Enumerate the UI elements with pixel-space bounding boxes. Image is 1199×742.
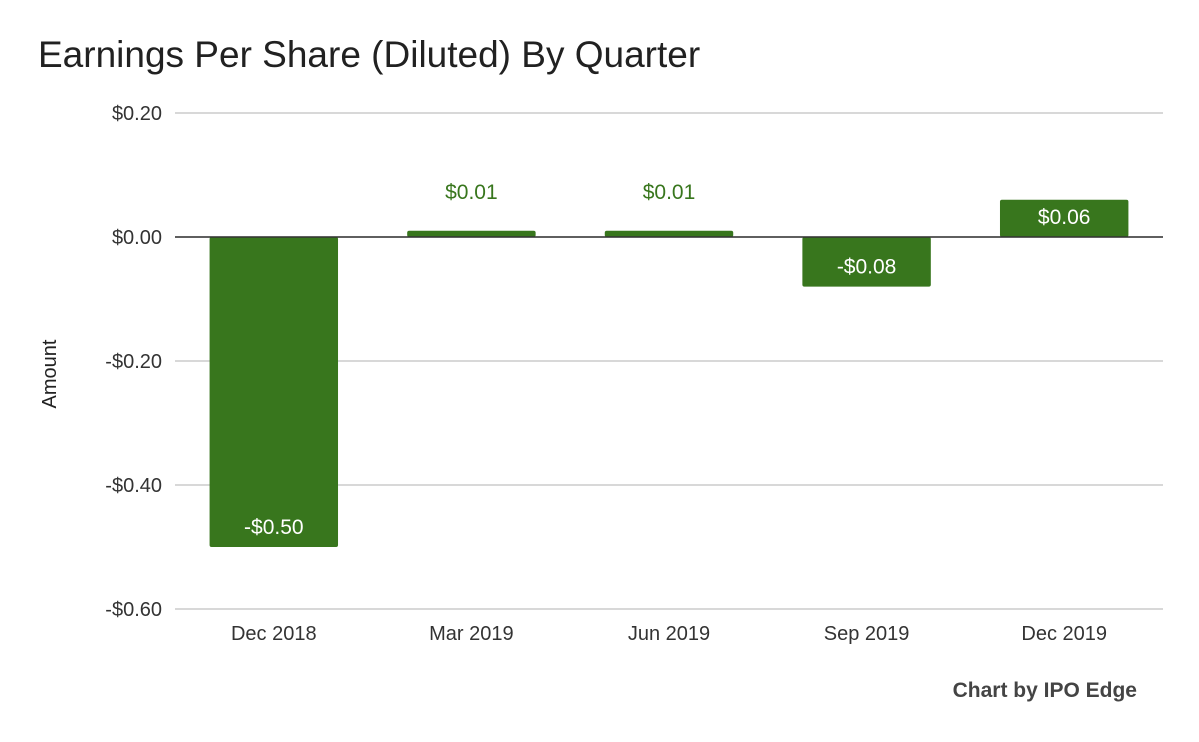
bar	[604, 230, 734, 237]
data-label: $0.01	[445, 181, 498, 204]
data-label: -$0.50	[244, 516, 304, 539]
bar	[802, 237, 931, 287]
y-axis-ticks: $0.20 $0.00 -$0.20 -$0.40 -$0.60	[105, 103, 162, 621]
bar	[407, 230, 536, 237]
y-axis-title: Amount	[39, 339, 61, 408]
bar	[999, 199, 1129, 237]
bar	[209, 237, 339, 547]
x-tick-label: Dec 2018	[231, 623, 317, 645]
x-tick-label: Mar 2019	[429, 623, 514, 645]
y-tick-label: -$0.20	[105, 351, 162, 373]
y-tick-label: -$0.60	[105, 599, 162, 621]
data-label: $0.01	[643, 181, 696, 204]
y-tick-label: -$0.40	[105, 475, 162, 497]
data-labels: -$0.50 $0.01 $0.01 -$0.08 $0.06	[244, 181, 1090, 539]
data-label: -$0.08	[837, 256, 897, 279]
x-tick-label: Dec 2019	[1021, 623, 1107, 645]
chart-title: Earnings Per Share (Diluted) By Quarter	[38, 34, 701, 75]
x-axis-ticks: Dec 2018 Mar 2019 Jun 2019 Sep 2019 Dec 2019	[231, 623, 1107, 645]
x-tick-label: Sep 2019	[824, 623, 910, 645]
bars	[209, 199, 1129, 547]
chart-credit: Chart by IPO Edge	[952, 679, 1137, 702]
data-label: $0.06	[1038, 206, 1091, 229]
x-tick-label: Jun 2019	[628, 623, 710, 645]
y-tick-label: $0.20	[112, 103, 162, 125]
y-tick-label: $0.00	[112, 227, 162, 249]
